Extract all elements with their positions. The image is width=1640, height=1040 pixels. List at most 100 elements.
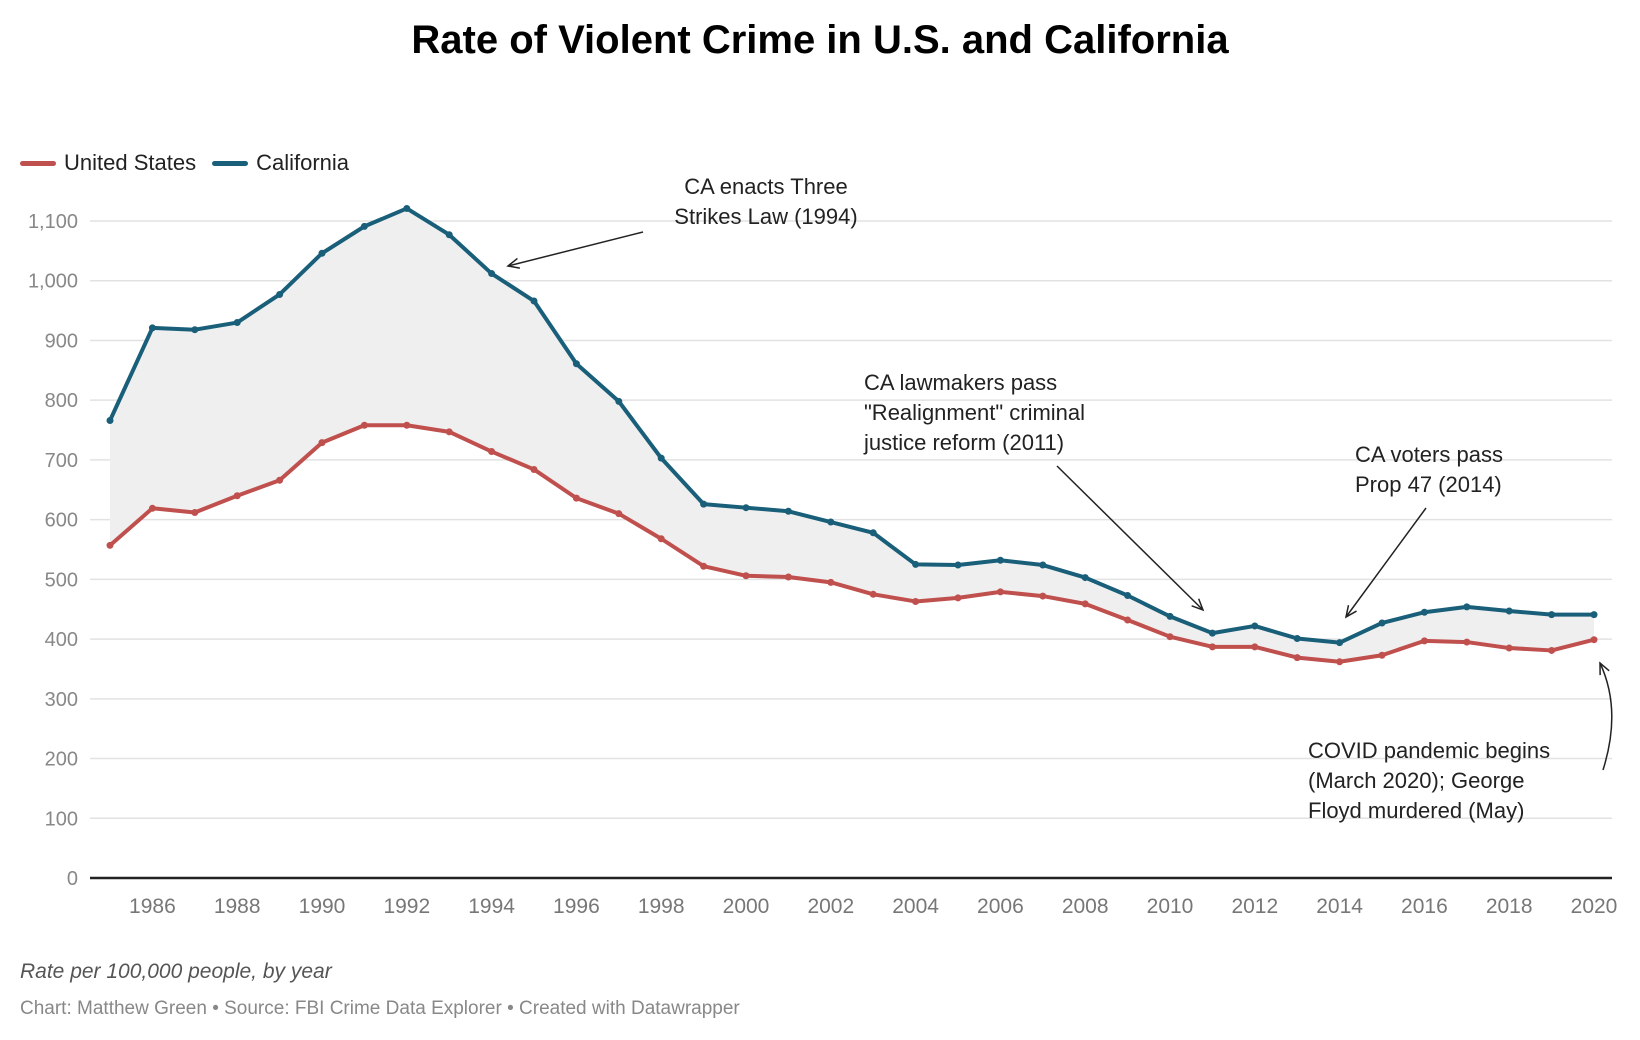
y-tick-label: 400 — [45, 629, 78, 651]
x-tick-label: 1986 — [129, 895, 176, 918]
y-tick-label: 0 — [67, 868, 78, 890]
chart-source: Chart: Matthew Green • Source: FBI Crime… — [20, 998, 740, 1019]
data-point-california — [1336, 639, 1344, 647]
x-tick-label: 2008 — [1062, 895, 1109, 918]
x-tick-label: 1994 — [468, 895, 515, 918]
data-point-california — [360, 222, 368, 230]
x-tick-label: 2016 — [1401, 895, 1448, 918]
annotation-line: "Realignment" criminal — [864, 400, 1086, 425]
arrow-covid — [1599, 661, 1613, 771]
data-point-california — [657, 454, 665, 462]
data-point-united-states — [700, 562, 708, 570]
data-point-united-states — [615, 510, 623, 518]
data-point-california — [572, 360, 580, 368]
annotation-line: COVID pandemic begins — [1308, 738, 1551, 763]
data-point-california — [1293, 634, 1301, 642]
data-point-california — [1081, 574, 1089, 582]
data-point-united-states — [233, 492, 241, 500]
data-point-california — [1124, 591, 1132, 599]
y-tick-label: 100 — [45, 808, 78, 830]
x-tick-label: 1996 — [553, 895, 600, 918]
data-point-california — [996, 556, 1004, 564]
data-point-california — [912, 560, 920, 568]
data-point-united-states — [403, 421, 411, 429]
annotation-line: CA voters pass — [1355, 442, 1503, 467]
y-tick-label: 1,000 — [28, 271, 78, 293]
x-tick-label: 2018 — [1486, 895, 1533, 918]
data-point-california — [191, 326, 199, 334]
data-point-united-states — [657, 535, 665, 543]
data-point-california — [954, 561, 962, 569]
data-point-united-states — [488, 448, 496, 456]
data-point-california — [827, 518, 835, 526]
data-point-united-states — [360, 421, 368, 429]
y-tick-label: 800 — [45, 390, 78, 412]
data-point-united-states — [1420, 637, 1428, 645]
legend-swatch-us — [20, 160, 56, 166]
data-point-california — [276, 290, 284, 298]
data-point-california — [784, 507, 792, 515]
data-point-california — [445, 231, 453, 239]
annotation-line: CA enacts Three — [684, 174, 848, 199]
x-tick-label: 1990 — [299, 895, 346, 918]
y-tick-label: 900 — [45, 330, 78, 352]
annotation-prop47: CA voters pass Prop 47 (2014) — [1355, 440, 1503, 500]
x-tick-label: 1992 — [383, 895, 430, 918]
legend-label-ca: California — [256, 150, 350, 175]
x-tick-label: 2014 — [1316, 895, 1363, 918]
data-point-united-states — [1505, 644, 1513, 652]
y-tick-label: 200 — [45, 749, 78, 771]
x-tick-label: 2010 — [1147, 895, 1194, 918]
x-tick-label: 2020 — [1571, 895, 1618, 918]
data-point-united-states — [1293, 654, 1301, 662]
data-point-california — [1378, 619, 1386, 627]
legend-label-us: United States — [64, 150, 197, 175]
data-point-california — [318, 249, 326, 257]
data-point-united-states — [148, 504, 156, 512]
x-tick-label: 2000 — [723, 895, 770, 918]
data-point-united-states — [445, 428, 453, 436]
data-point-california — [1505, 607, 1513, 615]
y-tick-label: 300 — [45, 689, 78, 711]
data-point-united-states — [869, 590, 877, 598]
data-point-california — [233, 319, 241, 327]
y-tick-label: 700 — [45, 450, 78, 472]
data-point-california — [1039, 561, 1047, 569]
data-point-united-states — [827, 578, 835, 586]
gap-area — [110, 208, 1594, 662]
data-point-california — [403, 204, 411, 212]
data-point-united-states — [106, 541, 114, 549]
legend: United States California — [20, 150, 349, 176]
data-point-united-states — [1590, 636, 1598, 644]
data-point-california — [1208, 629, 1216, 637]
data-point-california — [1251, 622, 1259, 630]
data-point-united-states — [784, 573, 792, 581]
data-point-california — [1420, 608, 1428, 616]
data-point-california — [869, 529, 877, 537]
annotation-line: CA lawmakers pass — [864, 370, 1058, 395]
data-point-united-states — [1081, 600, 1089, 608]
series-line-united-states — [108, 423, 1595, 664]
data-point-united-states — [1039, 592, 1047, 600]
data-point-united-states — [1548, 646, 1556, 654]
annotation-line: justice reform (2011) — [864, 430, 1065, 455]
data-point-united-states — [1463, 638, 1471, 646]
data-point-united-states — [954, 594, 962, 602]
data-point-united-states — [191, 508, 199, 516]
data-point-united-states — [1336, 658, 1344, 666]
annotation-covid: COVID pandemic begins (March 2020); Georg… — [1308, 736, 1550, 826]
y-tick-label: 600 — [45, 510, 78, 532]
data-point-california — [530, 297, 538, 305]
arrow-prop47 — [1344, 507, 1427, 619]
arrow-three-strikes — [506, 231, 644, 269]
data-point-california — [1548, 611, 1556, 619]
data-point-united-states — [912, 597, 920, 605]
data-point-california — [742, 504, 750, 512]
chart-title: Rate of Violent Crime in U.S. and Califo… — [411, 18, 1229, 62]
data-point-united-states — [318, 439, 326, 447]
data-point-california — [1463, 603, 1471, 611]
x-tick-label: 1998 — [638, 895, 685, 918]
annotation-line: Strikes Law (1994) — [674, 204, 858, 229]
x-tick-label: 1988 — [214, 895, 261, 918]
